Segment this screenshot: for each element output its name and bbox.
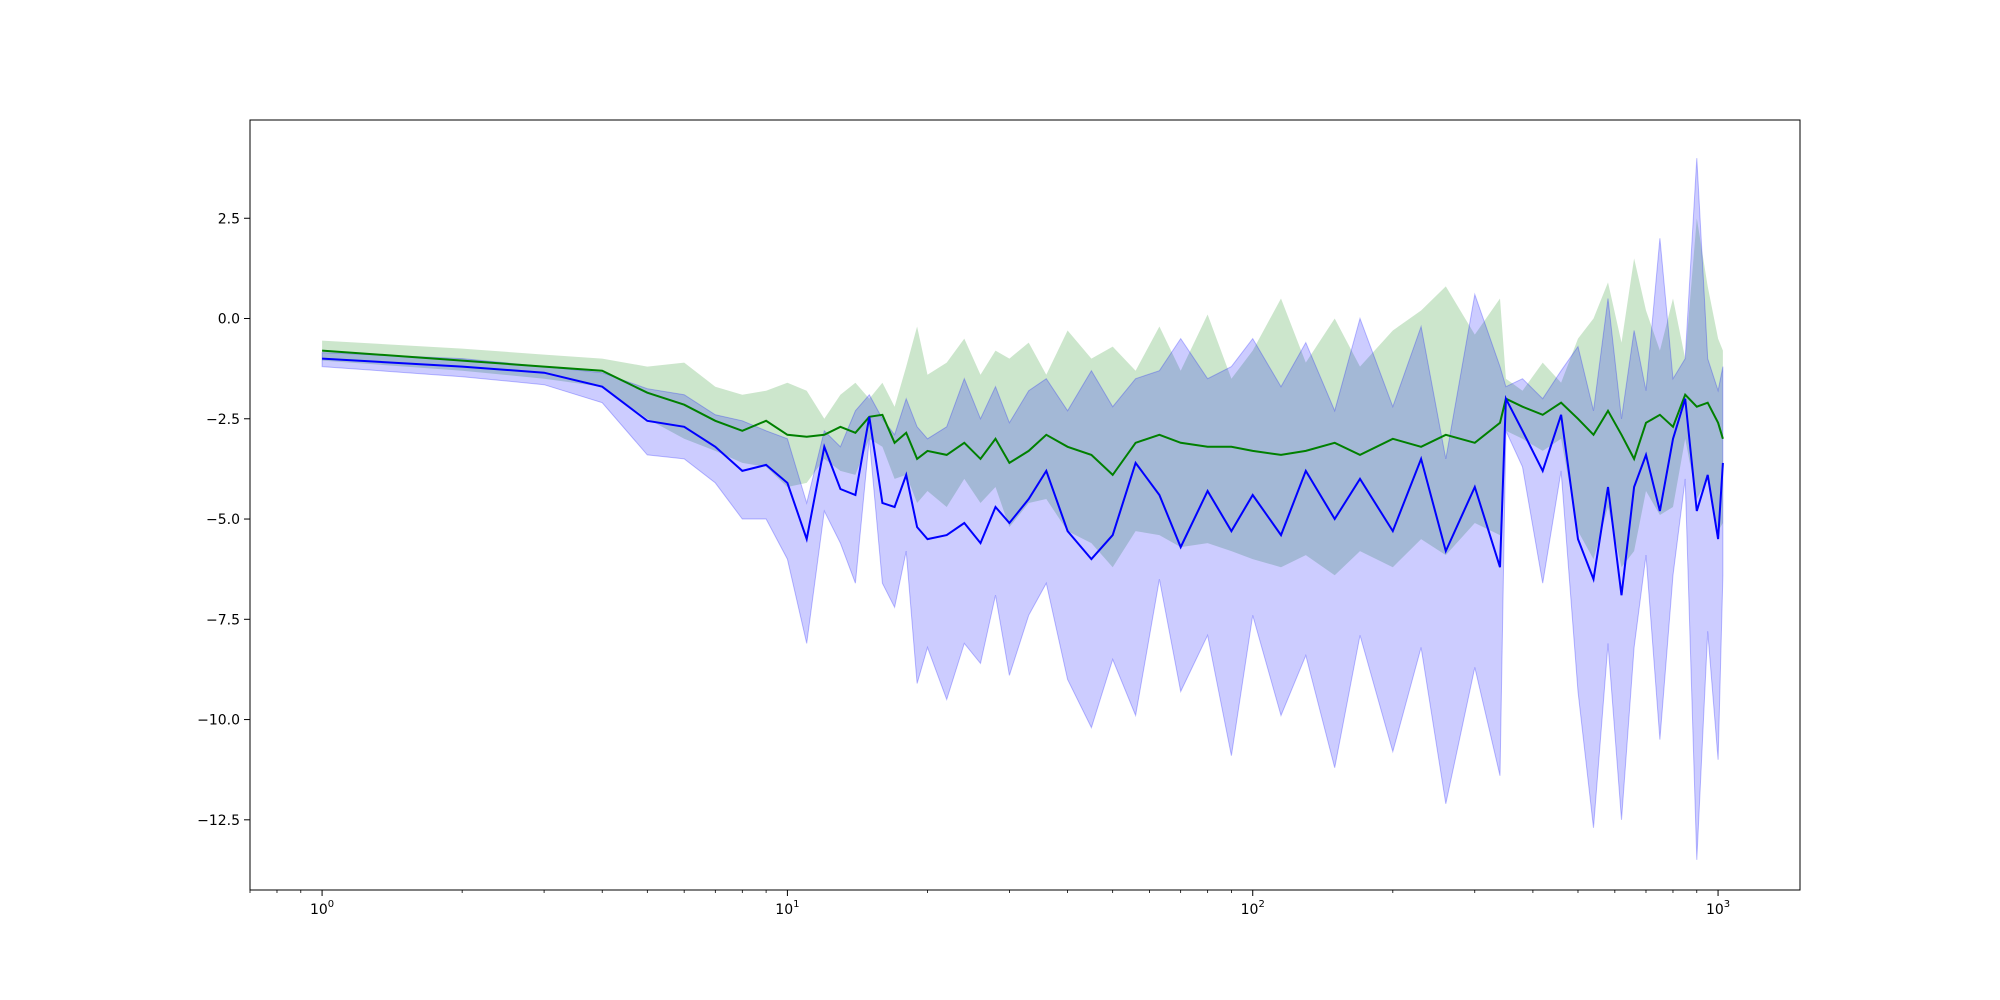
blue-series-line — [322, 357, 1724, 596]
x-tick-label: 103 — [1706, 899, 1730, 918]
y-tick-label: −2.5 — [206, 412, 240, 428]
plot-area — [321, 158, 1724, 860]
y-tick-label: −12.5 — [197, 813, 240, 829]
y-tick-label: −7.5 — [206, 612, 240, 628]
x-tick-label: 102 — [1241, 899, 1265, 918]
green-series-band — [322, 218, 1723, 576]
y-tick-label: 0.0 — [218, 312, 240, 328]
y-tick-label: −5.0 — [206, 512, 240, 528]
x-tick-label: 101 — [775, 899, 799, 918]
y-tick-label: 2.5 — [218, 211, 240, 227]
axes-frame — [249, 119, 1801, 891]
green-series-line — [322, 349, 1724, 477]
x-tick-label: 100 — [310, 899, 334, 918]
blue-series-band — [321, 158, 1724, 860]
y-axis: 2.5 0.0 −2.5 −5.0 −7.5 −10.0 −12.5 — [197, 211, 250, 829]
x-axis: 100 101 102 103 — [249, 890, 1730, 918]
y-tick-label: −10.0 — [197, 713, 240, 729]
